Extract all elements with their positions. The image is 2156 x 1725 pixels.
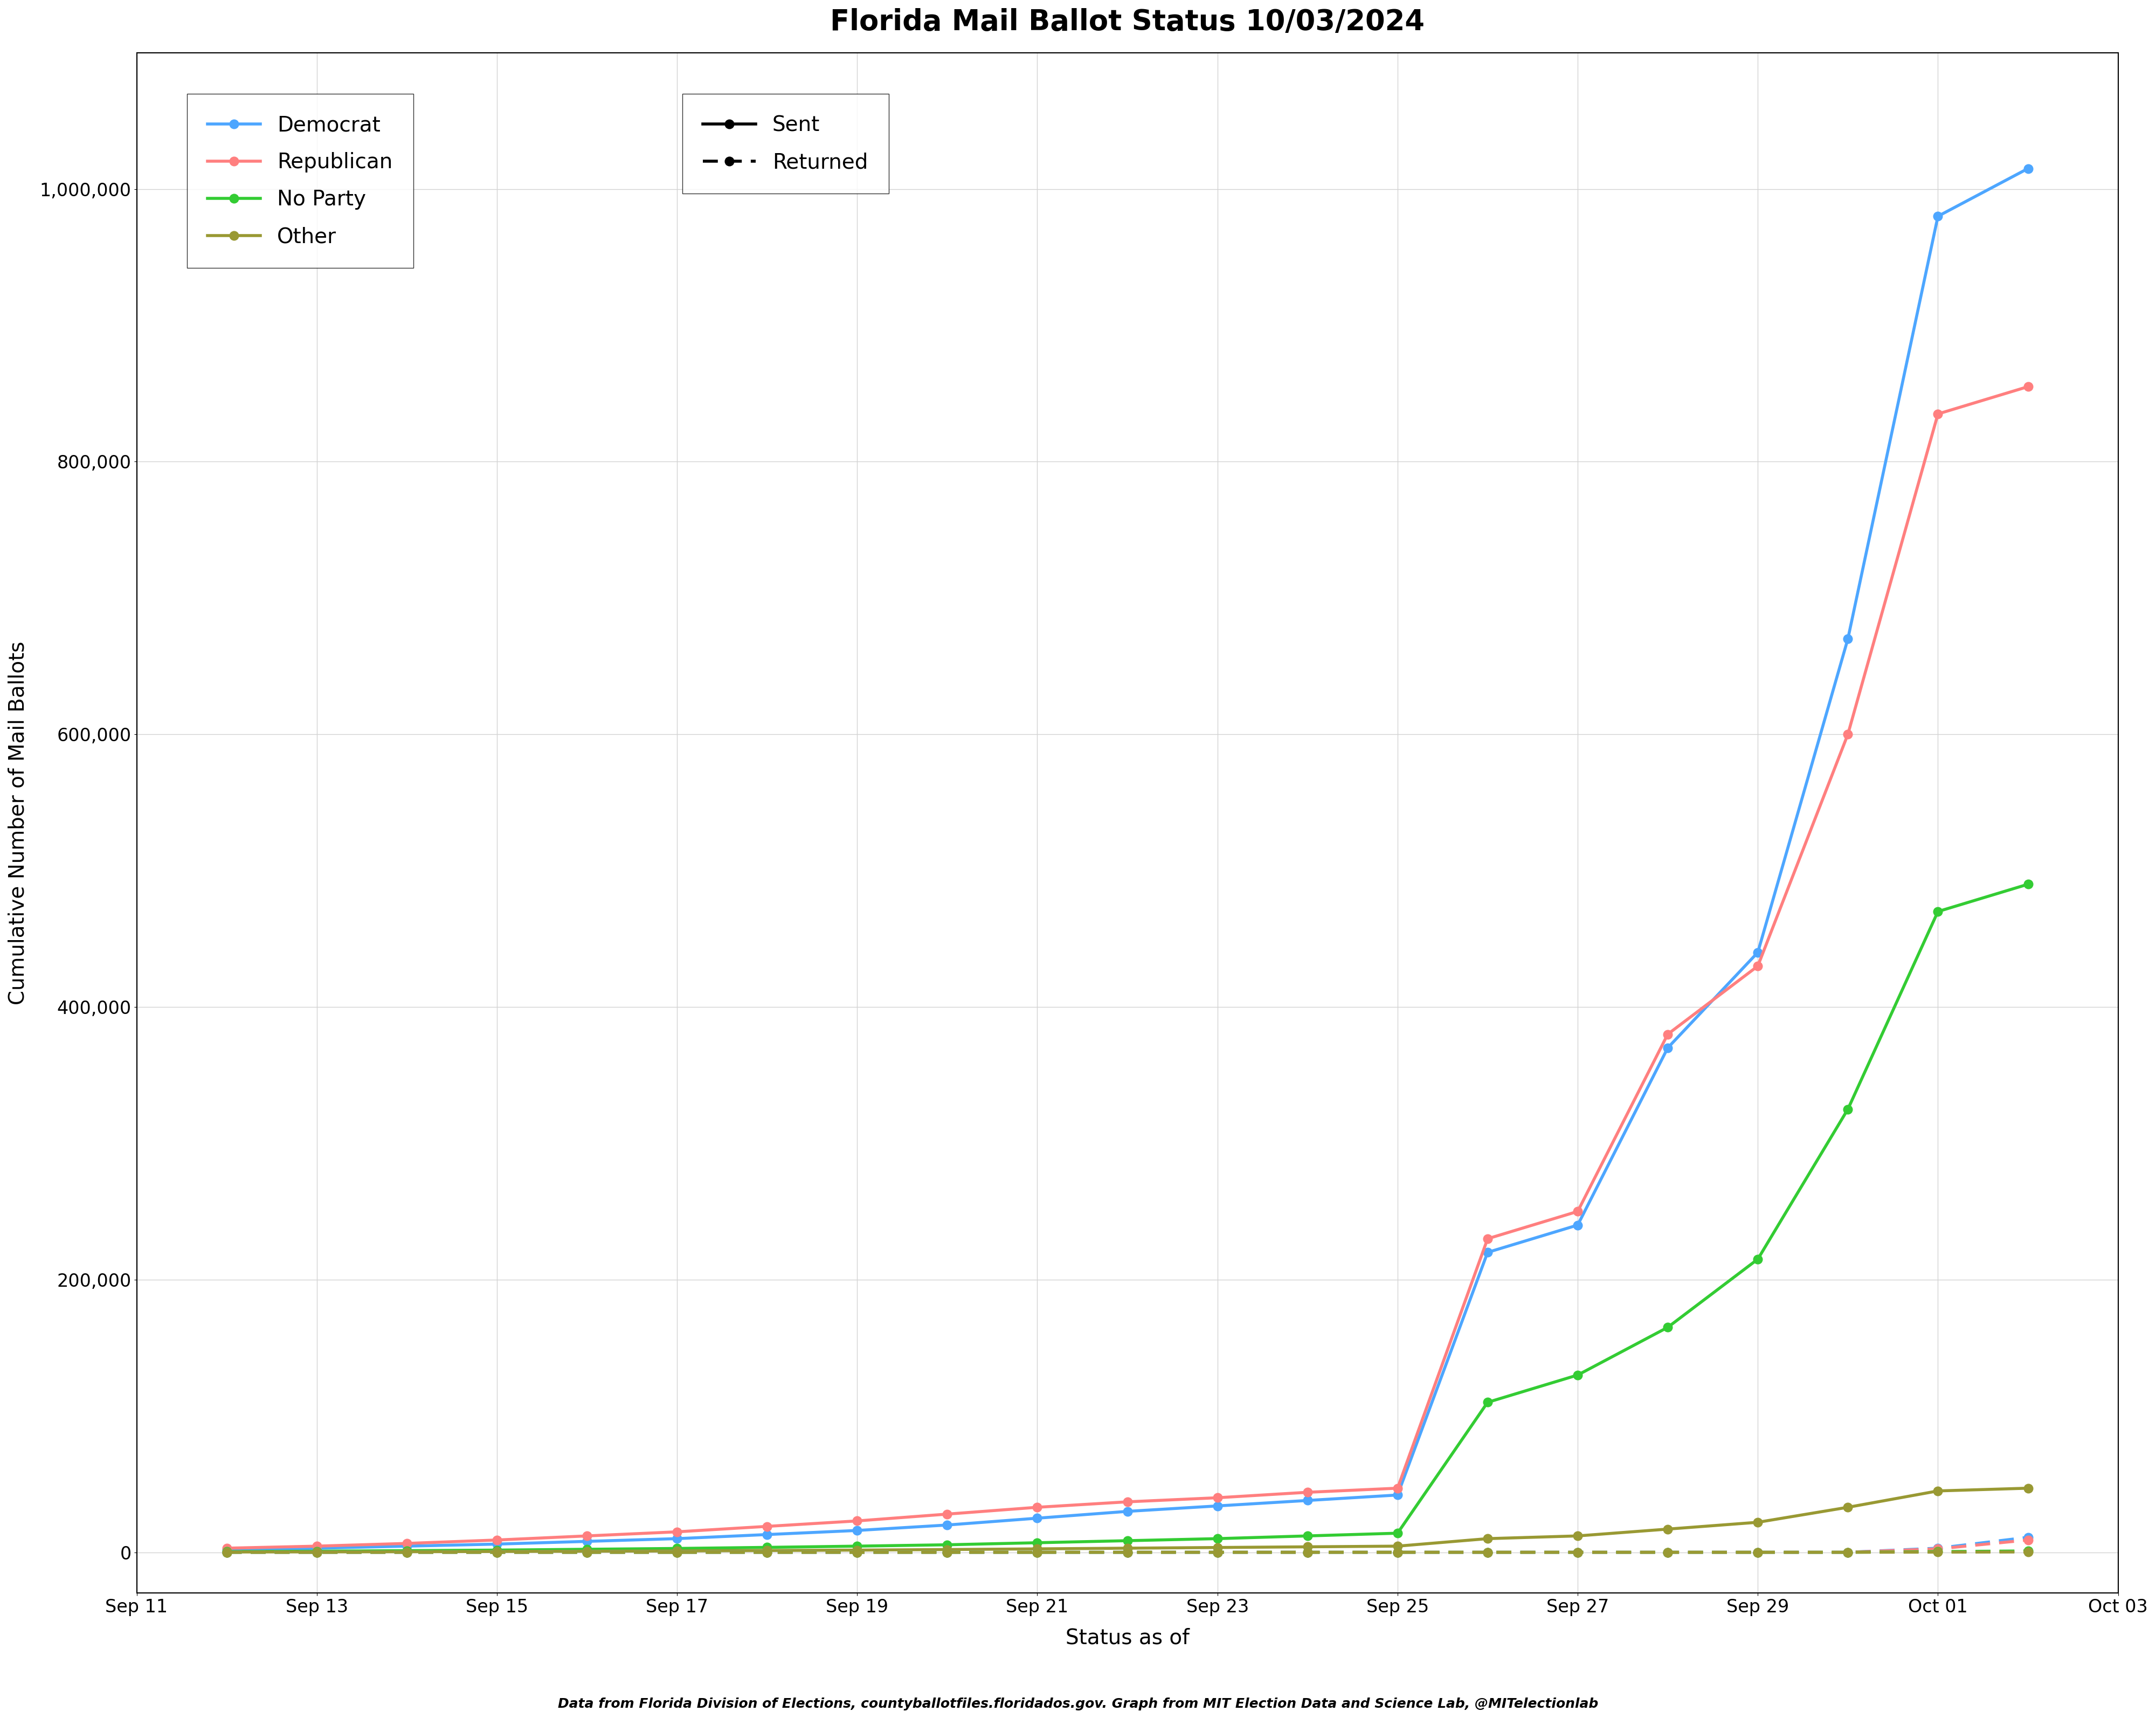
Title: Florida Mail Ballot Status 10/03/2024: Florida Mail Ballot Status 10/03/2024 [830, 9, 1425, 36]
Legend: Sent, Returned: Sent, Returned [681, 93, 888, 193]
Text: Data from Florida Division of Elections, countyballotfiles.floridados.gov. Graph: Data from Florida Division of Elections,… [558, 1697, 1598, 1711]
X-axis label: Status as of: Status as of [1065, 1627, 1190, 1647]
Y-axis label: Cumulative Number of Mail Ballots: Cumulative Number of Mail Ballots [9, 642, 28, 1004]
